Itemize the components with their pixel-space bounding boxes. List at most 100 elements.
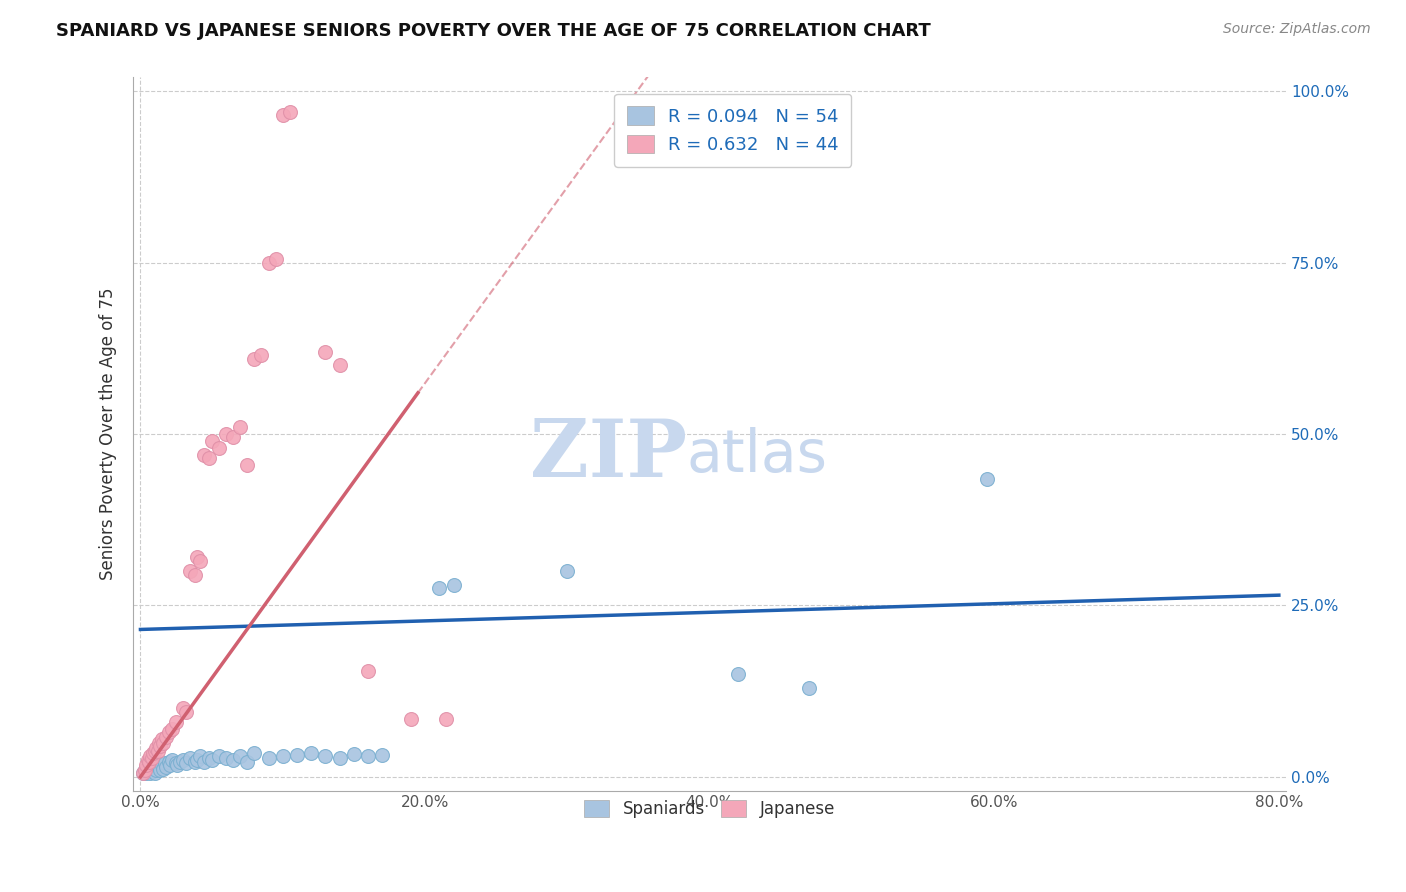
Point [157,755,180,769]
Point [208,749,231,764]
Point [149,763,172,777]
Point [357,749,380,764]
Point [150,757,173,772]
Point [250,348,273,362]
Point [138,763,160,777]
Point [186,550,208,565]
Point [371,747,394,762]
Point [183,755,205,769]
Point [145,763,167,777]
Point [152,736,174,750]
Point [136,753,159,767]
Point [229,749,252,764]
Point [141,762,163,776]
Point [142,764,165,779]
Point [138,755,160,769]
Point [243,351,266,366]
Point [208,441,231,455]
Point [186,753,208,767]
Point [160,722,183,736]
Point [222,430,245,444]
Point [169,755,191,769]
Point [155,730,177,744]
Point [143,759,166,773]
Point [299,746,322,760]
Point [143,744,166,758]
Point [727,667,749,681]
Point [329,750,352,764]
Point [314,749,336,764]
Point [179,564,201,578]
Point [166,757,188,772]
Point [399,712,422,726]
Point [143,766,166,780]
Point [200,434,222,448]
Legend: Spaniards, Japanese: Spaniards, Japanese [578,794,842,825]
Point [343,747,366,762]
Point [134,763,156,777]
Point [427,582,450,596]
Point [132,766,155,780]
Point [200,753,222,767]
Text: atlas: atlas [686,427,828,484]
Point [188,554,211,568]
Point [357,664,380,678]
Point [193,448,215,462]
Point [229,420,252,434]
Point [135,757,157,772]
Point [257,750,280,764]
Point [183,567,205,582]
Point [222,753,245,767]
Point [243,746,266,760]
Point [285,747,308,762]
Point [197,750,219,764]
Point [236,458,259,472]
Point [152,762,174,776]
Point [215,427,238,442]
Point [165,714,187,729]
Point [443,578,465,592]
Point [141,750,163,764]
Text: Source: ZipAtlas.com: Source: ZipAtlas.com [1223,22,1371,37]
Point [148,759,170,773]
Point [976,472,998,486]
Y-axis label: Seniors Poverty Over the Age of 75: Seniors Poverty Over the Age of 75 [100,288,117,581]
Point [159,757,181,772]
Point [139,765,162,780]
Point [132,766,155,780]
Point [236,755,259,769]
Point [799,681,821,695]
Point [155,759,177,773]
Point [557,564,579,578]
Point [134,763,156,777]
Point [153,756,176,771]
Point [197,450,219,465]
Point [148,736,170,750]
Point [314,344,336,359]
Point [215,750,238,764]
Point [172,753,194,767]
Point [264,252,287,267]
Point [278,104,301,119]
Point [257,255,280,269]
Point [139,749,162,764]
Point [142,746,165,760]
Point [174,705,197,719]
Text: SPANIARD VS JAPANESE SENIORS POVERTY OVER THE AGE OF 75 CORRELATION CHART: SPANIARD VS JAPANESE SENIORS POVERTY OVE… [56,22,931,40]
Point [145,741,167,756]
Point [172,701,194,715]
Point [179,750,201,764]
Point [157,725,180,739]
Point [193,755,215,769]
Point [188,749,211,764]
Point [160,753,183,767]
Point [146,744,169,758]
Point [136,764,159,779]
Point [149,739,172,753]
Point [271,749,294,764]
Point [271,108,294,122]
Text: ZIP: ZIP [530,417,686,494]
Point [146,756,169,771]
Point [165,756,187,771]
Point [174,756,197,771]
